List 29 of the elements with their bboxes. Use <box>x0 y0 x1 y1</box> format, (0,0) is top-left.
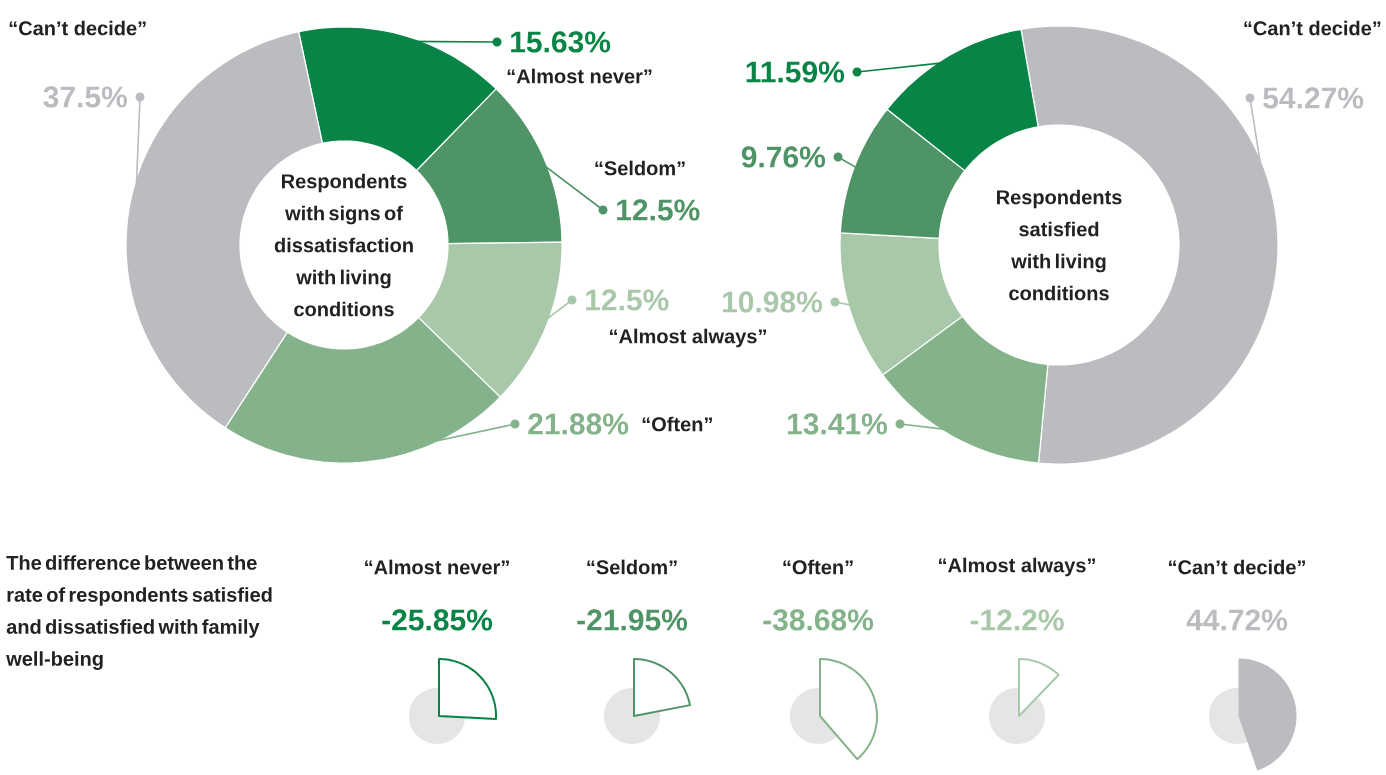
data-label: 10.98% <box>722 291 823 313</box>
data-label: 12.5% <box>617 199 700 221</box>
data-label: 9.76% <box>741 146 826 168</box>
slice-label: “Can’t decide” <box>9 20 146 36</box>
category-label: “Almost never” <box>365 559 509 575</box>
data-label: 12.5% <box>586 289 669 311</box>
category-label: “Can’t decide” <box>1169 559 1305 575</box>
category-label: “Seldom” <box>587 559 677 575</box>
data-label: 15.63% <box>511 31 611 53</box>
data-label: 21.88% <box>528 413 629 435</box>
category-label: “Almost always” <box>939 557 1095 577</box>
data-label: -21.95% <box>577 609 688 631</box>
text: Respondents with signs of dissatisfaction with living conditions <box>274 173 413 317</box>
data-label: 13.41% <box>787 413 888 435</box>
text: Respondents satisfied with living conditions <box>997 189 1122 301</box>
text: The difference between the rate of respondents satisfied and dissatisfied with family well-being <box>6 555 272 670</box>
data-label: 44.72% <box>1186 609 1288 631</box>
data-label: -12.2% <box>970 609 1064 631</box>
slice-label: “Can’t decide” <box>1244 20 1381 36</box>
slice-label: “Seldom” <box>595 160 685 176</box>
category-label: “Often” <box>783 559 853 575</box>
legend-label: “Almost never” <box>507 68 652 84</box>
data-label: 37.5% <box>43 86 128 108</box>
slice-label: “Often” <box>642 416 712 432</box>
data-label: -38.68% <box>763 609 874 631</box>
data-label: -25.85% <box>382 609 493 631</box>
data-label: 54.27% <box>1263 87 1364 109</box>
slice-label: “Almost always” <box>610 328 766 348</box>
data-label: 11.59% <box>746 61 845 83</box>
